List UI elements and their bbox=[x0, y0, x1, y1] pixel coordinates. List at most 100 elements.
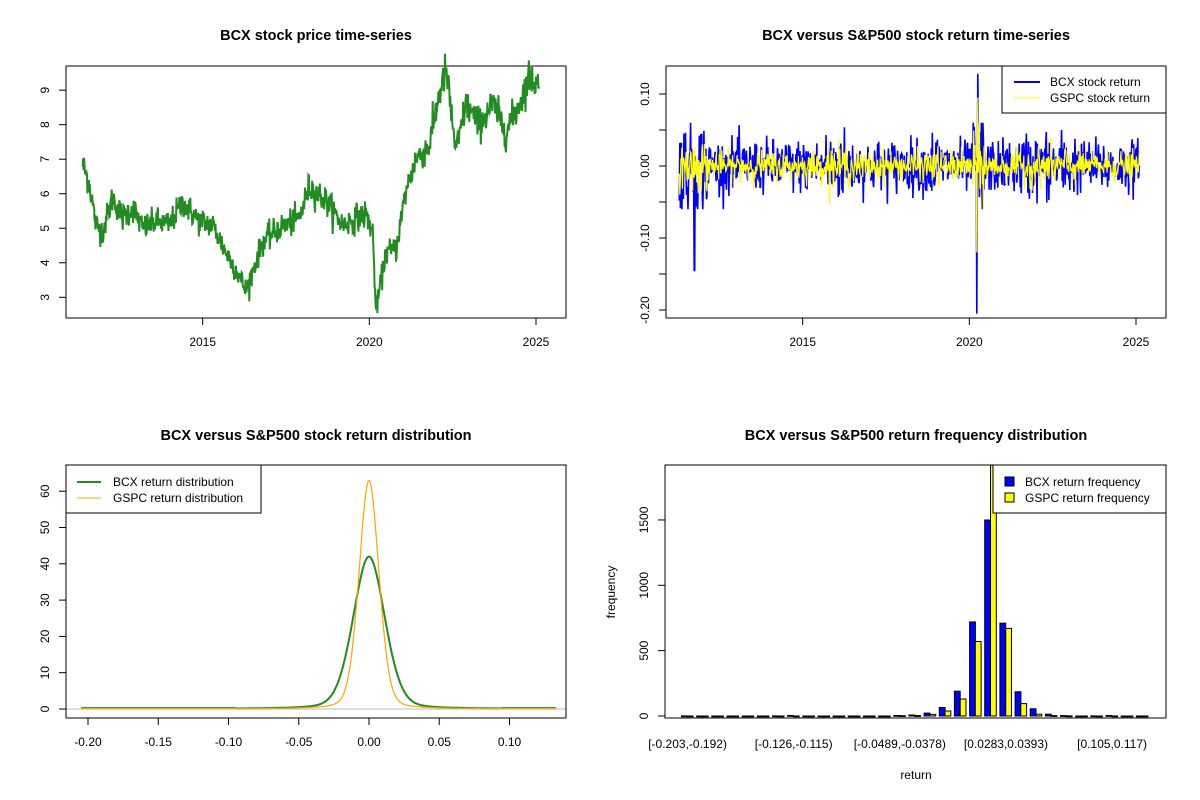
histogram-xlabel: return bbox=[900, 768, 931, 782]
x-tick-label: 0.05 bbox=[428, 735, 452, 749]
histogram-bar-bcx bbox=[984, 519, 992, 717]
histogram-bar-bcx bbox=[1029, 708, 1037, 717]
chart-title-returns: BCX versus S&P500 stock return time-seri… bbox=[762, 28, 1070, 44]
histogram-bar-gspc bbox=[1096, 715, 1103, 718]
histogram-bar-gspc bbox=[1035, 713, 1043, 717]
x-tick-label: 2015 bbox=[789, 335, 816, 349]
histogram-bar-bcx bbox=[772, 715, 779, 718]
x-tick-label: 0.10 bbox=[498, 735, 522, 749]
histogram-bar-bcx bbox=[908, 714, 916, 717]
histogram-bar-gspc bbox=[762, 715, 770, 718]
y-tick-label: 10 bbox=[38, 666, 52, 680]
histogram-bar-gspc bbox=[701, 715, 709, 718]
x-tick-label: 0.00 bbox=[357, 735, 381, 749]
histogram-bar-gspc bbox=[732, 715, 740, 718]
histogram-bar-gspc bbox=[792, 715, 800, 718]
legend-label-gspc: GSPC return distribution bbox=[113, 491, 243, 505]
price-line bbox=[81, 53, 541, 314]
x-tick-label: [-0.0489,-0.0378) bbox=[854, 737, 946, 751]
histogram-bar-bcx bbox=[726, 715, 734, 718]
histogram-bar-gspc bbox=[899, 715, 906, 718]
returns-panel: 2015 2020 2025 -0.20 -0.10 0.00 0.10 bbox=[638, 65, 1167, 349]
x-tick-label: -0.20 bbox=[74, 735, 102, 749]
y-tick-label: 3 bbox=[38, 294, 52, 301]
plot-frame bbox=[664, 464, 1167, 719]
x-tick-label: 2025 bbox=[1123, 335, 1150, 349]
distribution-legend: BCX return distribution GSPC return dist… bbox=[65, 464, 262, 514]
y-tick-label: 4 bbox=[38, 259, 52, 266]
histogram-bar-gspc bbox=[974, 641, 982, 717]
y-tick-label: 1000 bbox=[637, 572, 651, 599]
histogram-bar-gspc bbox=[868, 715, 876, 718]
histogram-bar-gspc bbox=[717, 715, 724, 718]
x-tick-label: -0.10 bbox=[215, 735, 243, 749]
x-tick-label: -0.15 bbox=[145, 735, 173, 749]
y-tick-label: 500 bbox=[637, 640, 651, 660]
legend-box bbox=[992, 464, 1167, 514]
x-tick-label: [-0.203,-0.192) bbox=[648, 737, 727, 751]
y-tick-label: 0 bbox=[637, 712, 651, 719]
histogram-bar-bcx bbox=[756, 715, 764, 718]
histogram-bar-bcx bbox=[923, 712, 931, 717]
x-tick-label: -0.05 bbox=[285, 735, 313, 749]
legend-label-gspc: GSPC stock return bbox=[1050, 91, 1150, 105]
y-tick-label: 5 bbox=[38, 225, 52, 232]
histogram-bar-gspc bbox=[914, 715, 922, 717]
histogram-bar-bcx bbox=[893, 715, 901, 717]
legend-label-bcx: BCX stock return bbox=[1050, 75, 1141, 89]
histogram-bar-bcx bbox=[1135, 715, 1143, 718]
histogram-bar-bcx bbox=[787, 715, 794, 717]
plot-frame bbox=[65, 464, 567, 719]
legend-label-bcx: BCX return distribution bbox=[113, 475, 234, 489]
y-tick-label: 0 bbox=[38, 705, 52, 712]
return-line-bcx bbox=[678, 73, 1141, 314]
y-tick-label: 0.10 bbox=[638, 82, 652, 106]
histogram-bar-bcx bbox=[741, 715, 749, 718]
returns-legend: BCX stock return GSPC stock return bbox=[1001, 65, 1167, 114]
y-tick-label: 1500 bbox=[637, 506, 651, 533]
histogram-bar-bcx bbox=[1105, 715, 1113, 717]
histogram-bar-gspc bbox=[686, 715, 694, 718]
x-tick-label: 2025 bbox=[523, 335, 550, 349]
y-tick-label: 6 bbox=[38, 190, 52, 197]
histogram-bar-bcx bbox=[832, 715, 840, 718]
histogram-legend: BCX return frequency GSPC return frequen… bbox=[992, 464, 1167, 514]
histogram-bar-bcx bbox=[1120, 715, 1128, 718]
histogram-bar-gspc bbox=[1081, 715, 1088, 718]
distribution-panel: -0.20 -0.15 -0.10 -0.05 0.00 0.05 0.10 0 10 20 30 4… bbox=[38, 464, 567, 749]
y-tick-label: -0.10 bbox=[638, 224, 652, 252]
y-tick-label: 7 bbox=[38, 156, 52, 163]
x-tick-label: [0.0283,0.0393) bbox=[964, 737, 1048, 751]
histogram-bar-bcx bbox=[681, 715, 688, 718]
x-tick-label: 2020 bbox=[356, 335, 383, 349]
histogram-bar-gspc bbox=[838, 715, 846, 718]
histogram-bar-gspc bbox=[883, 715, 891, 718]
histogram-bar-bcx bbox=[878, 715, 885, 718]
histogram-bar-bcx bbox=[802, 715, 810, 718]
y-tick-label: 50 bbox=[38, 521, 52, 535]
return-line-gspc bbox=[678, 97, 1140, 253]
y-tick-label: 20 bbox=[38, 629, 52, 643]
histogram-bar-gspc bbox=[944, 710, 952, 717]
histogram-bar-gspc bbox=[777, 715, 785, 718]
legend-box bbox=[65, 464, 262, 514]
price-panel: 2015 2020 2025 3 4 5 6 7 8 9 bbox=[38, 53, 567, 349]
histogram-bar-bcx bbox=[1014, 691, 1022, 717]
histogram-ylabel: frequency bbox=[604, 566, 618, 619]
chart-title-price: BCX stock price time-series bbox=[220, 28, 412, 44]
histogram-bar-bcx bbox=[863, 715, 870, 718]
histogram-bar-gspc bbox=[1111, 715, 1119, 718]
histogram-bar-gspc bbox=[1005, 627, 1013, 717]
y-tick-label: 40 bbox=[38, 557, 52, 571]
y-tick-label: -0.20 bbox=[638, 296, 652, 324]
histogram-bar-bcx bbox=[696, 715, 704, 718]
histogram-bar-gspc bbox=[1126, 715, 1134, 718]
histogram-bar-bcx bbox=[999, 622, 1007, 717]
histogram-bar-gspc bbox=[747, 715, 755, 718]
histogram-bar-bcx bbox=[1044, 713, 1052, 717]
x-tick-label: [0.105,0.117) bbox=[1077, 737, 1147, 751]
y-tick-label: 0.00 bbox=[638, 154, 652, 178]
legend-label-gspc: GSPC return frequency bbox=[1025, 491, 1150, 505]
histogram-bar-gspc bbox=[959, 698, 967, 717]
